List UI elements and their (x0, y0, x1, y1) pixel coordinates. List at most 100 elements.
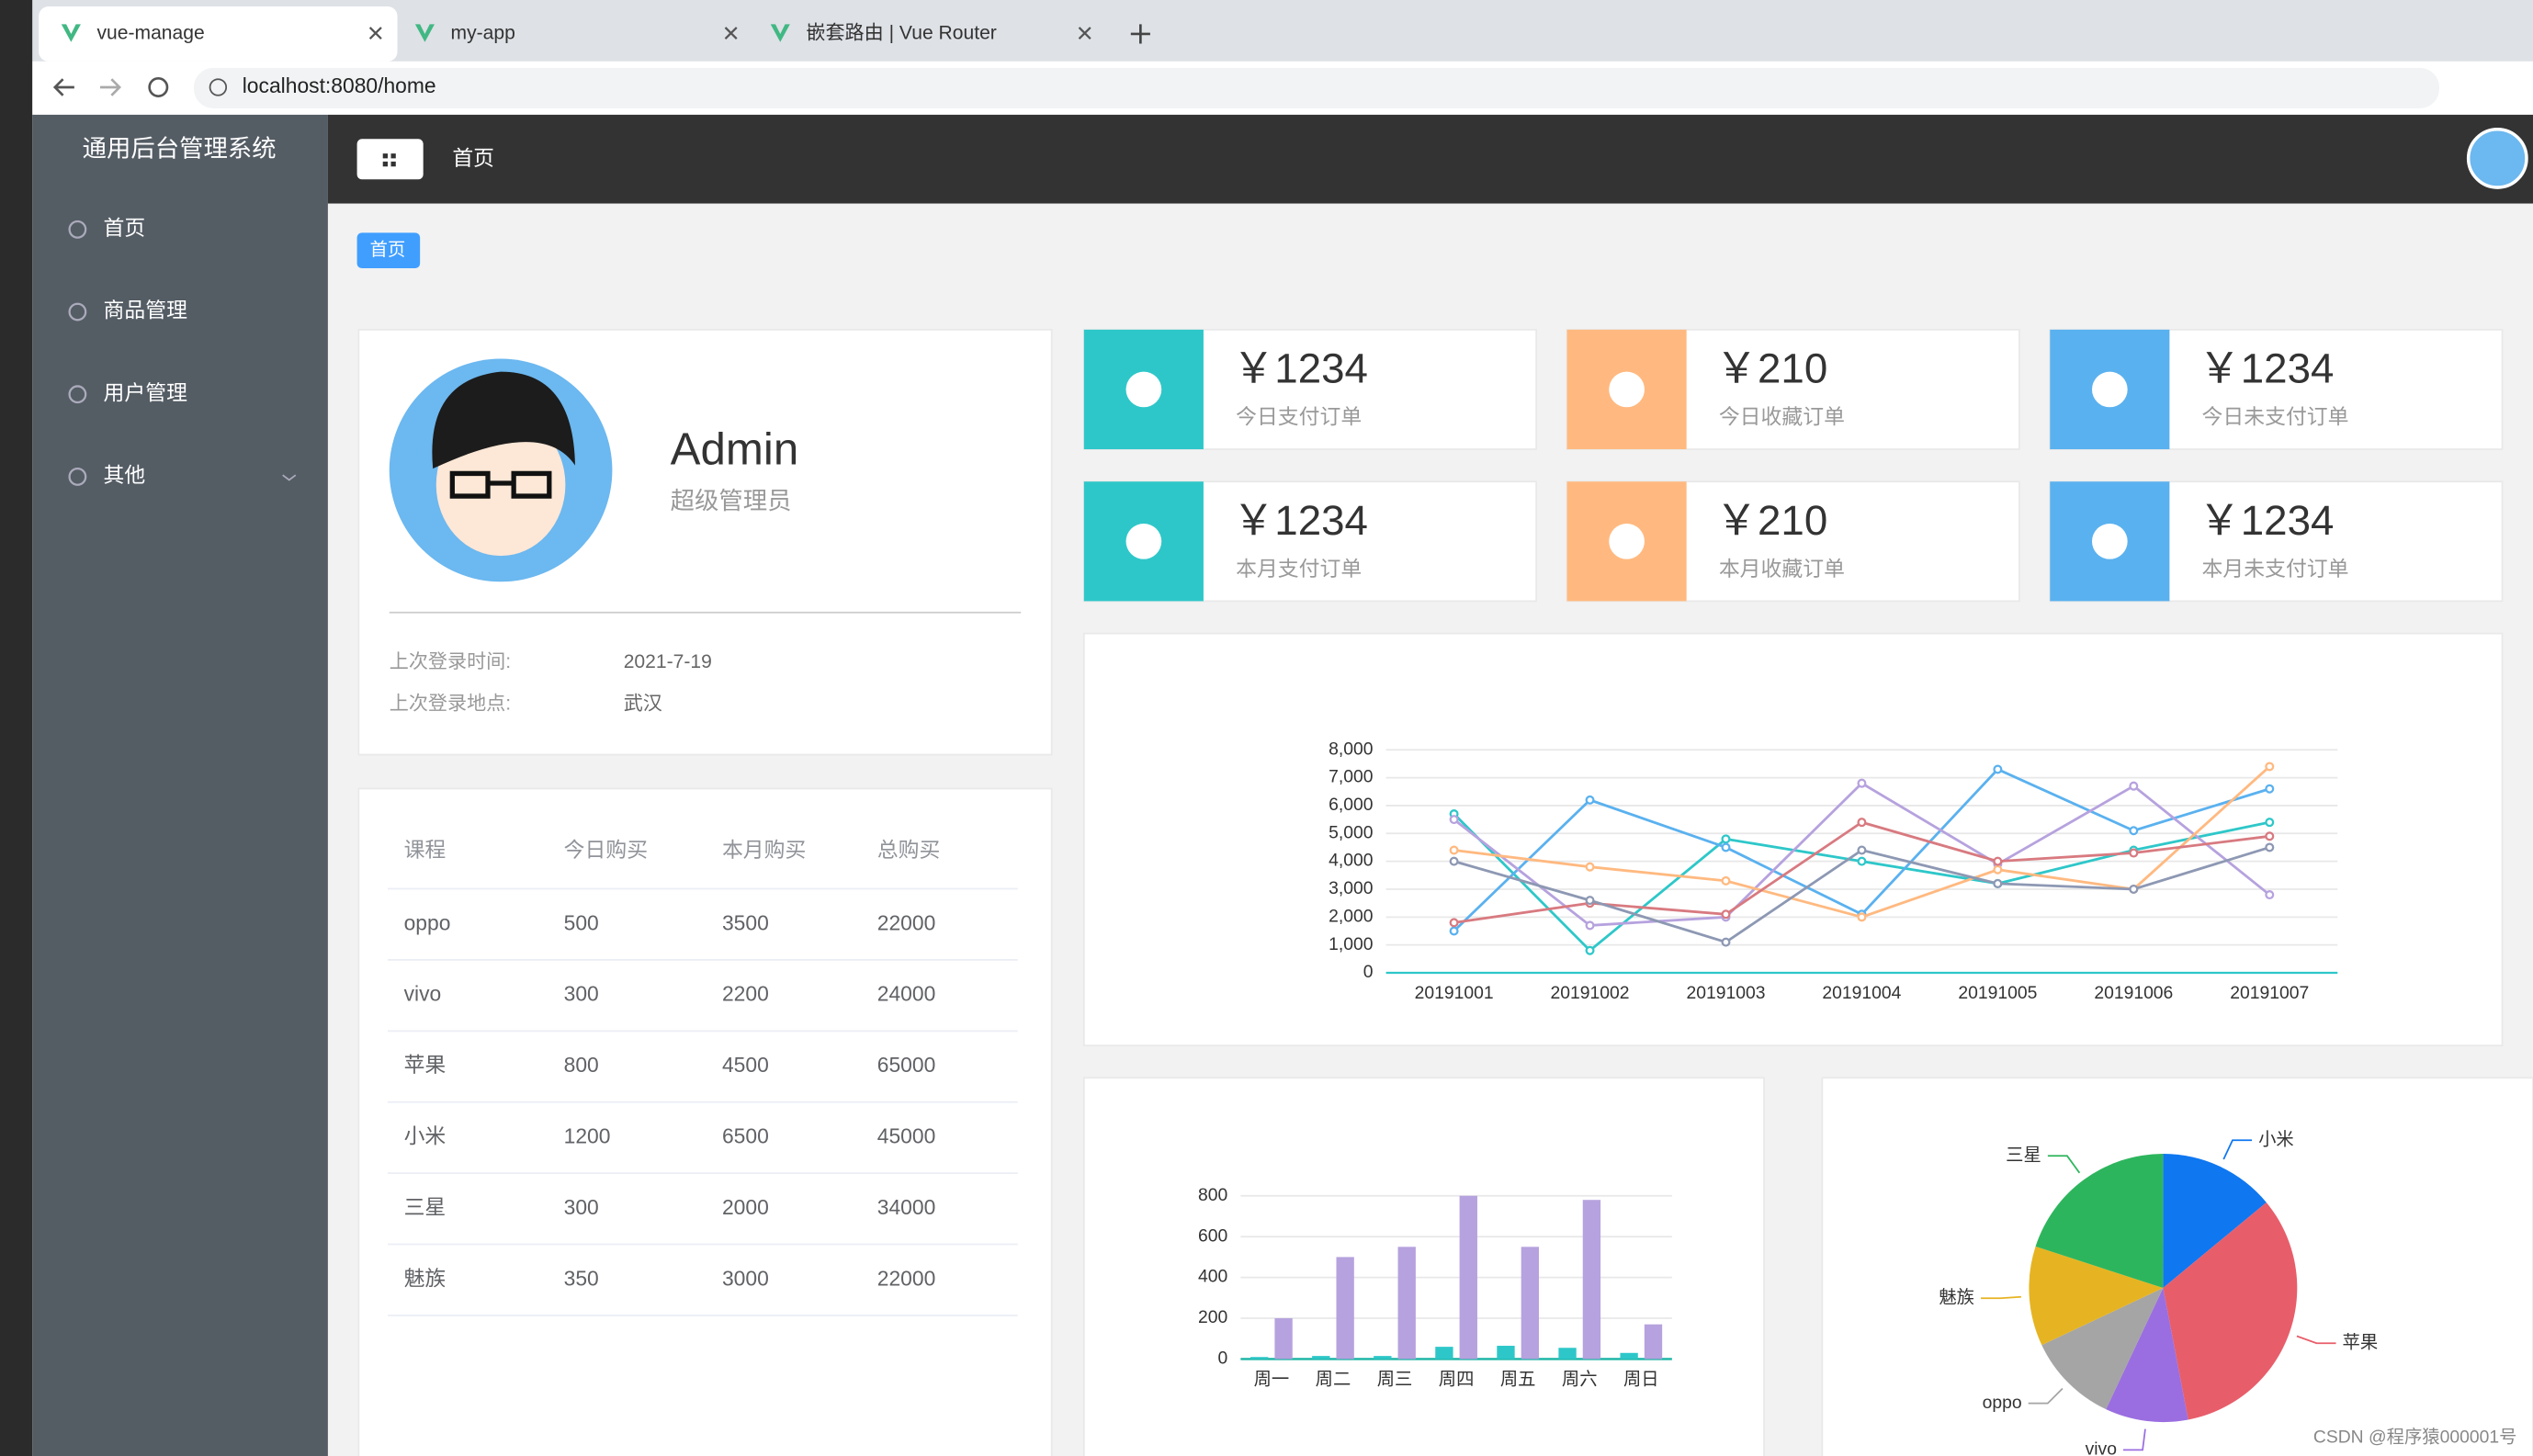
point (1449, 856, 1459, 866)
point (1585, 862, 1595, 872)
y-tick-label: 200 (1198, 1307, 1227, 1327)
bar (1435, 1347, 1453, 1360)
table-cell: 24000 (877, 982, 936, 1006)
x-tick-label: 周二 (1316, 1369, 1351, 1389)
nav-back[interactable] (52, 78, 74, 96)
tab-icon (61, 24, 81, 42)
info-value: 武汉 (624, 693, 662, 715)
point (1585, 945, 1595, 955)
info-label: 上次登录时间: (390, 650, 511, 672)
menu-item[interactable]: 其他 (104, 463, 146, 487)
new-tab[interactable] (1130, 24, 1150, 44)
table-cell: 1200 (564, 1123, 611, 1147)
x-tick-label: 周四 (1439, 1369, 1475, 1389)
bar (1336, 1257, 1354, 1360)
stat-icon (1125, 523, 1162, 559)
leader-line (2047, 1155, 2081, 1174)
menu-item[interactable]: 商品管理 (104, 299, 188, 322)
point (1857, 912, 1867, 922)
stat-icon (1125, 371, 1162, 408)
point (1857, 778, 1867, 788)
point (2265, 831, 2275, 841)
pie-label: vivo (2086, 1439, 2117, 1456)
watermark: CSDN @程序猿000001号 (2313, 1428, 2517, 1448)
menu-icon (68, 220, 87, 239)
y-tick-label: 2,000 (1329, 906, 1373, 926)
pie-label: oppo (1983, 1393, 2022, 1413)
bar (1558, 1348, 1577, 1360)
tab-close (1078, 27, 1091, 40)
stat-icon (1609, 371, 1645, 408)
table-cell: vivo (404, 982, 442, 1006)
tab-icon (770, 24, 790, 42)
table-cell: 350 (564, 1266, 599, 1290)
header-title: 首页 (452, 146, 494, 170)
sidebar (32, 114, 328, 1456)
submenu-arrow (282, 474, 297, 481)
stat-value: ￥1234 (2199, 497, 2334, 544)
menu-item[interactable]: 首页 (104, 216, 146, 240)
tab-title: 嵌套路由 | Vue Router (806, 22, 996, 44)
table-header: 总购买 (877, 838, 941, 862)
table-cell: oppo (404, 910, 451, 934)
x-tick-label: 周五 (1500, 1369, 1536, 1389)
bar (1250, 1357, 1269, 1360)
y-tick-label: 5,000 (1329, 822, 1373, 842)
left-frame (0, 0, 33, 1456)
y-tick-label: 8,000 (1329, 739, 1373, 759)
bar (1459, 1195, 1477, 1360)
header (327, 114, 2533, 204)
table-header: 课程 (404, 838, 447, 862)
stat-label: 今日未支付订单 (2202, 405, 2349, 429)
menu-icon (68, 385, 87, 404)
pie-label: 苹果 (2343, 1332, 2379, 1352)
table-cell: 3000 (722, 1266, 769, 1290)
avatar-glasses (449, 470, 552, 499)
header-avatar[interactable] (2466, 127, 2528, 189)
tab-close (724, 27, 738, 40)
point (1585, 920, 1595, 931)
point (2129, 884, 2139, 894)
point (1857, 845, 1867, 855)
stat-value: ￥1234 (2199, 345, 2334, 392)
x-tick-label: 20191006 (2094, 983, 2173, 1003)
y-tick-label: 0 (1218, 1349, 1228, 1369)
menu-toggle[interactable] (356, 139, 424, 180)
point (1993, 878, 2003, 888)
info-icon (209, 78, 228, 96)
active-tab[interactable] (39, 6, 398, 62)
y-tick-label: 7,000 (1329, 767, 1373, 787)
point (1585, 795, 1595, 805)
point (2129, 848, 2139, 858)
x-tick-label: 20191004 (1822, 983, 1901, 1003)
table-cell: 22000 (877, 1266, 936, 1290)
stat-label: 本月支付订单 (1236, 557, 1362, 581)
point (1449, 918, 1459, 928)
bar (1582, 1200, 1601, 1360)
table-cell: 22000 (877, 910, 936, 934)
reload[interactable] (148, 76, 169, 97)
breadcrumb: 首页 (370, 240, 406, 260)
nav-forward[interactable] (100, 78, 121, 96)
point (1721, 875, 1731, 886)
x-tick-label: 周一 (1254, 1369, 1290, 1389)
table-cell: 34000 (877, 1195, 936, 1219)
bar (1620, 1352, 1638, 1360)
pie-slice (2106, 1288, 2188, 1423)
stat-value: ￥1234 (1233, 345, 1368, 392)
stat-icon (2091, 371, 2128, 408)
pie-slice (2163, 1154, 2267, 1289)
pie-slice (2035, 1154, 2164, 1289)
table-cell: 4500 (722, 1053, 769, 1077)
bar (1312, 1356, 1330, 1360)
x-tick-label: 20191001 (1415, 983, 1494, 1003)
x-tick-label: 20191002 (1551, 983, 1630, 1003)
breadcrumb-tag[interactable] (356, 232, 421, 269)
menu-item[interactable]: 用户管理 (104, 380, 188, 404)
point (1721, 937, 1731, 947)
point (1721, 842, 1731, 852)
point (2265, 784, 2275, 794)
table-header: 本月购买 (722, 838, 806, 862)
point (2265, 842, 2275, 852)
